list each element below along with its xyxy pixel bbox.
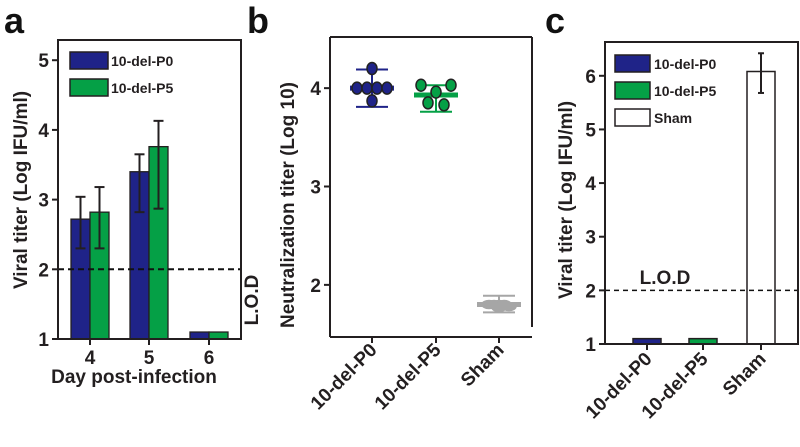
- legend-label: 10-del-P0: [654, 56, 716, 72]
- data-point-10-del-P5: [415, 78, 427, 92]
- data-point-10-del-P0: [371, 81, 383, 95]
- legend-label: Sham: [654, 110, 692, 126]
- data-point-10-del-P0: [381, 81, 393, 95]
- panel-c-ytick-label: 1: [585, 335, 596, 356]
- bar-10-del-P5-day6: [208, 331, 229, 340]
- panel-b-ytick-label: 2: [310, 276, 321, 297]
- panel-a-ytick-label: 1: [38, 330, 49, 351]
- panel-a-xtick-label: 6: [204, 348, 215, 369]
- legend-swatch-10-del-P5: [614, 81, 651, 100]
- data-point-10-del-P0: [361, 81, 373, 95]
- panel-b-xtick-label: Sham: [457, 340, 508, 391]
- panel-a-ytick-label: 3: [38, 191, 49, 212]
- legend-swatch-10-del-P5: [69, 78, 109, 97]
- data-point-10-del-P0: [351, 81, 363, 95]
- panel-a-xlabel: Day post-infection: [51, 367, 217, 388]
- legend-label: 10-del-P0: [111, 53, 173, 69]
- data-point-10-del-P5: [422, 96, 434, 110]
- panel-c-ytick-label: 6: [585, 67, 596, 88]
- bar-Sham: [746, 70, 776, 345]
- panel-a-xtick-label: 4: [85, 348, 96, 369]
- panel-c-lod-label: L.O.D: [640, 268, 691, 289]
- legend-swatch-10-del-P0: [69, 51, 109, 70]
- panel-a-ylabel: Viral titer (Log IFU/ml): [11, 91, 32, 289]
- panel-c-xtick-label: Sham: [719, 349, 770, 400]
- legend-swatch-Sham: [614, 108, 651, 127]
- panel-b-ytick-label: 3: [310, 178, 321, 199]
- panel-b-ylabel: Neutralization titer (Log 10): [278, 82, 299, 328]
- data-point-10-del-P5: [430, 85, 442, 99]
- legend-swatch-10-del-P0: [614, 54, 651, 73]
- panel-a-ytick-label: 2: [38, 260, 49, 281]
- panel-c-frame: [604, 41, 799, 345]
- data-point-Sham: [491, 302, 507, 313]
- panel-c-ytick-label: 2: [585, 281, 596, 302]
- panel-b-xtick-label: 10-del-P5: [371, 339, 446, 414]
- panel-a-ytick-label: 5: [38, 51, 49, 72]
- panel-label-a: a: [4, 0, 25, 41]
- panel-a-xtick-label: 5: [144, 348, 155, 369]
- data-point-10-del-P5: [438, 98, 450, 112]
- panel-label-c: c: [545, 0, 565, 41]
- panel-b-xtick-label: 10-del-P0: [307, 340, 382, 415]
- legend-label: 10-del-P5: [654, 83, 716, 99]
- bar-10-del-P0-day6: [189, 331, 210, 340]
- panel-c-ytick-label: 3: [585, 228, 596, 249]
- panel-c-ytick-label: 5: [585, 120, 596, 141]
- legend-label: 10-del-P5: [111, 80, 173, 96]
- panel-a-lod-label: L.O.D: [242, 275, 263, 326]
- data-point-10-del-P0: [366, 94, 378, 108]
- data-point-10-del-P0: [366, 61, 378, 76]
- panel-b-ytick-label: 4: [310, 79, 321, 100]
- panel-a-ytick-label: 4: [38, 121, 49, 142]
- data-point-10-del-P5: [445, 78, 457, 92]
- panel-c-ytick-label: 4: [585, 174, 596, 195]
- panel-c-ylabel: Viral titer (Log IFU/ml): [556, 101, 577, 299]
- panel-label-b: b: [247, 0, 269, 41]
